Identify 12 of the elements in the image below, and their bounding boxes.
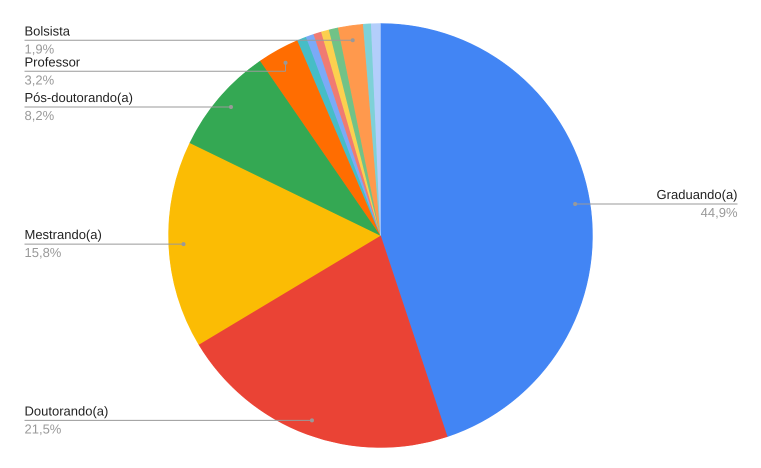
data-label: 1,9% — [24, 41, 55, 56]
slice-label: Bolsista — [24, 23, 71, 38]
data-label: 44,9% — [700, 205, 738, 220]
slice-label: Doutorando(a) — [24, 403, 108, 418]
data-label: 8,2% — [24, 108, 55, 123]
slice-label: Professor — [24, 54, 81, 70]
data-label: 3,2% — [24, 72, 55, 88]
data-label: 21,5% — [24, 421, 62, 436]
data-label: 15,8% — [24, 245, 62, 260]
slice-label: Mestrando(a) — [24, 227, 102, 242]
slice-label: Graduando(a) — [656, 187, 738, 202]
slice-label: Pós-doutorando(a) — [24, 90, 133, 105]
